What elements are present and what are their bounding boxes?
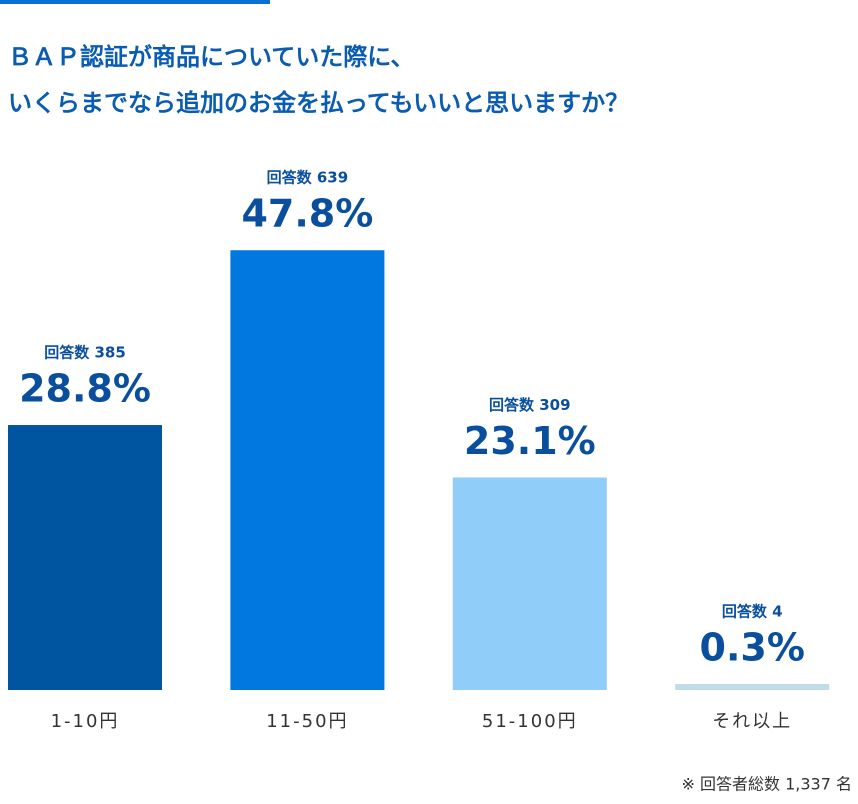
bar: [230, 250, 385, 691]
bar: [675, 684, 830, 690]
category-label: 1-10円: [51, 711, 120, 732]
title-line: ＢＡＰ認証が商品についていた際に、: [8, 43, 415, 71]
category-label: 11-50円: [266, 711, 348, 732]
footnote: ※ 回答者総数 1,337 名: [682, 775, 852, 794]
value-label: 28.8%: [19, 367, 151, 411]
category-label: 51-100円: [482, 711, 578, 732]
count-label: 回答数 639: [267, 169, 349, 187]
count-label: 回答数 385: [44, 344, 126, 362]
value-label: 23.1%: [464, 419, 596, 463]
bar: [8, 425, 162, 690]
count-label: 回答数 4: [722, 603, 783, 621]
category-label: それ以上: [712, 711, 792, 732]
value-label: 0.3%: [700, 626, 805, 670]
title-line: いくらまでなら追加のお金を払ってもいいと思いますか？: [8, 89, 629, 117]
top-accent: [0, 0, 270, 4]
value-label: 47.8%: [241, 192, 373, 236]
bar: [452, 477, 607, 690]
count-label: 回答数 309: [489, 396, 571, 414]
